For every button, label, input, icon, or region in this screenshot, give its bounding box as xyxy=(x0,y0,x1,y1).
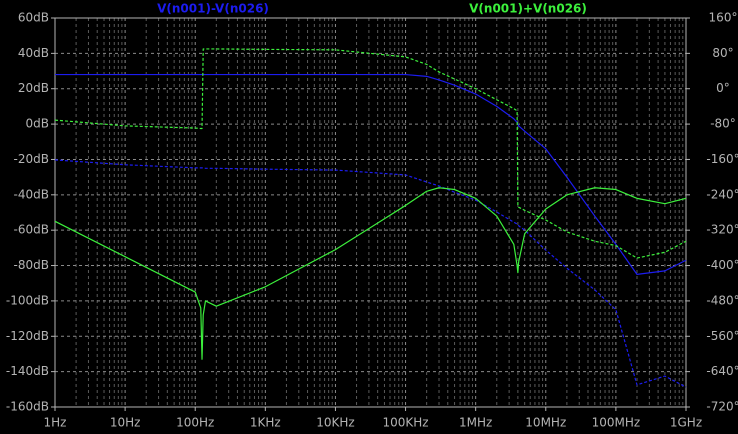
y2-tick-label: -560° xyxy=(706,329,738,343)
y-tick-label: 60dB xyxy=(18,11,49,25)
y-tick-label: 0dB xyxy=(26,117,49,131)
y2-tick-label: 160° xyxy=(709,11,738,25)
x-tick-label: 100Hz xyxy=(176,416,214,430)
x-tick-label: 1GHz xyxy=(670,416,702,430)
y-tick-label: 40dB xyxy=(18,46,49,60)
y2-tick-label: 0° xyxy=(716,81,730,95)
y2-tick-label: 80° xyxy=(712,46,733,60)
x-tick-label: 10KHz xyxy=(316,416,354,430)
y2-tick-label: -480° xyxy=(706,293,738,307)
phase-line xyxy=(54,159,687,388)
y2-tick-label: -720° xyxy=(706,400,738,414)
x-tick-label: 10MHz xyxy=(525,416,566,430)
y2-tick-label: -400° xyxy=(706,258,738,272)
y2-tick-label: -160° xyxy=(706,152,738,166)
legend-label: V(n001)-V(n026) xyxy=(157,2,269,16)
y2-tick-label: -320° xyxy=(706,223,738,237)
y-tick-label: -100dB xyxy=(6,293,49,307)
x-tick-label: 100KHz xyxy=(383,416,429,430)
y-tick-label: -80dB xyxy=(14,258,49,272)
y2-tick-label: -640° xyxy=(706,364,738,378)
plot-frame xyxy=(54,17,687,408)
x-tick-label: 1Hz xyxy=(44,416,67,430)
y-tick-label: -60dB xyxy=(14,223,49,237)
y-tick-label: 20dB xyxy=(18,81,49,95)
y-tick-label: -120dB xyxy=(6,329,49,343)
y-tick-label: -160dB xyxy=(6,400,49,414)
x-tick-label: 1KHz xyxy=(250,416,281,430)
y-tick-label: -140dB xyxy=(6,364,49,378)
magnitude-line xyxy=(54,187,687,360)
y-tick-label: -40dB xyxy=(14,187,49,201)
x-tick-label: 1MHz xyxy=(459,416,492,430)
legend-label: V(n001)+V(n026) xyxy=(469,2,587,16)
x-tick-label: 100MHz xyxy=(592,416,641,430)
y-tick-label: -20dB xyxy=(14,152,49,166)
y2-tick-label: -240° xyxy=(706,187,738,201)
phase-line xyxy=(54,48,687,259)
y2-tick-label: -80° xyxy=(710,117,736,131)
x-tick-label: 10Hz xyxy=(110,416,141,430)
